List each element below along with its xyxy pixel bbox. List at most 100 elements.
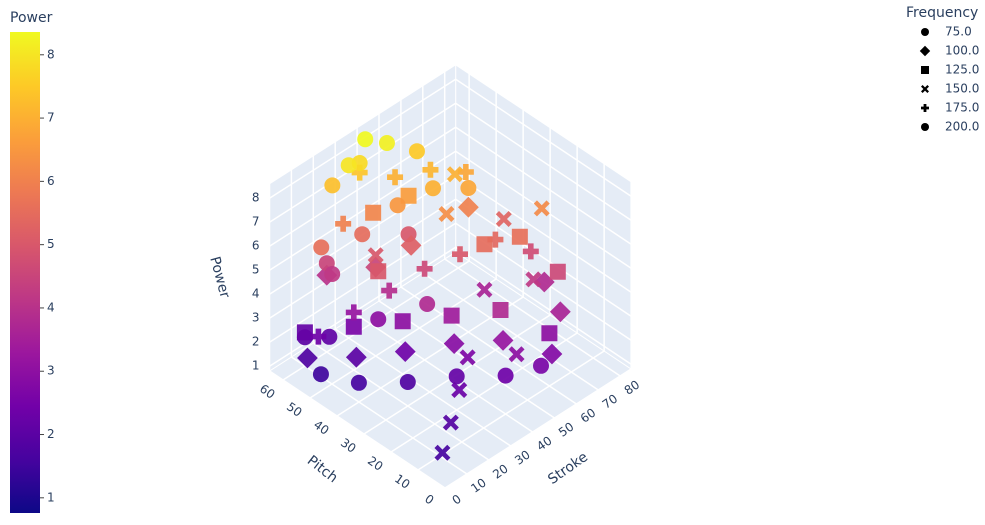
y-tick-label: 60 — [257, 381, 278, 401]
z-tick-label: 8 — [252, 191, 260, 205]
x-tick-label: 20 — [490, 461, 511, 481]
data-point — [370, 311, 387, 328]
x-tick-label: 10 — [468, 475, 489, 495]
data-point — [446, 166, 463, 183]
data-point — [335, 215, 352, 232]
x-tick-label: 60 — [578, 405, 599, 425]
legend-label: 125.0 — [945, 63, 979, 77]
y-tick-label: 20 — [365, 453, 386, 473]
legend-symbol — [921, 104, 929, 112]
z-grid-line — [269, 126, 457, 247]
scene — [268, 63, 633, 489]
data-point — [370, 263, 387, 280]
data-point — [367, 247, 384, 264]
data-point — [425, 180, 441, 197]
legend-label: 200.0 — [945, 120, 979, 134]
data-point — [476, 236, 493, 253]
y-grid-line — [336, 296, 524, 417]
z-grid-line — [455, 198, 632, 317]
y-tick-label: 50 — [284, 399, 305, 419]
data-point — [487, 231, 504, 248]
data-point — [408, 143, 425, 160]
colorbar-tick-label: 1 — [47, 490, 55, 504]
data-point — [476, 281, 493, 298]
data-point — [457, 164, 474, 180]
data-point — [451, 382, 468, 398]
data-point — [492, 302, 509, 318]
colorbar-tick-label: 2 — [47, 427, 55, 441]
data-point — [394, 341, 416, 362]
data-point — [422, 161, 439, 178]
y-tick-label: 0 — [422, 492, 436, 508]
data-point — [508, 346, 525, 363]
legend-label: 75.0 — [945, 25, 972, 39]
legend-symbol — [919, 45, 931, 57]
y-tick-label: 10 — [392, 471, 413, 491]
data-point — [434, 444, 451, 461]
data-point — [452, 246, 468, 263]
data-point — [354, 226, 371, 243]
y-tick-label: 30 — [338, 435, 359, 455]
z-grid-line — [455, 126, 632, 245]
z-grid-line — [269, 198, 457, 319]
z-axis-title: Power — [206, 255, 232, 300]
colorbar-title: Power — [10, 10, 53, 26]
z-tick-label: 4 — [252, 287, 260, 301]
data-point — [312, 366, 329, 383]
data-point — [459, 349, 476, 366]
data-point — [345, 346, 367, 368]
z-grid-line — [455, 102, 632, 221]
x-tick-label: 40 — [534, 433, 555, 453]
data-point — [533, 200, 550, 217]
z-grid-line — [455, 174, 632, 293]
data-point — [492, 330, 514, 351]
legend-label: 175.0 — [945, 101, 979, 115]
x-grid-line — [312, 342, 490, 461]
data-point — [442, 414, 459, 431]
x-tick-label: 50 — [556, 419, 577, 439]
data-point — [438, 206, 455, 222]
data-point — [351, 164, 368, 181]
data-point — [419, 296, 436, 312]
data-point — [458, 196, 479, 218]
data-point — [387, 169, 404, 186]
colorbar-tick-label: 4 — [47, 300, 55, 314]
data-point — [541, 325, 558, 342]
legend-title: Frequency — [906, 5, 978, 21]
data-point — [497, 367, 514, 384]
data-point — [541, 343, 563, 365]
data-point — [522, 243, 539, 260]
y-tick-label: 40 — [311, 417, 332, 437]
data-point — [448, 368, 465, 385]
legend-label: 150.0 — [945, 82, 979, 96]
data-point — [324, 266, 341, 282]
colorbar-tick-label: 8 — [47, 47, 55, 61]
z-tick-label: 6 — [252, 239, 260, 253]
y-axis-title: Pitch — [304, 453, 341, 487]
data-point — [400, 235, 422, 256]
x-axis-title: Stroke — [545, 449, 591, 488]
data-point — [345, 304, 362, 321]
data-point — [443, 307, 460, 324]
z-grid-line — [269, 222, 457, 343]
data-point — [381, 282, 398, 299]
data-point — [350, 374, 367, 391]
data-point — [389, 197, 406, 214]
legend-label: 100.0 — [945, 44, 979, 58]
z-tick-label: 3 — [252, 311, 260, 325]
data-point — [357, 131, 374, 148]
x-tick-label: 80 — [622, 377, 643, 397]
data-point — [378, 135, 395, 151]
y-grid-line — [309, 278, 497, 399]
data-point — [533, 271, 555, 293]
y-grid-line — [444, 368, 632, 489]
x-tick-label: 0 — [450, 492, 464, 508]
x-grid-line — [444, 258, 621, 377]
x-tick-label: 30 — [512, 447, 533, 467]
z-tick-label: 1 — [252, 359, 260, 373]
data-point — [511, 228, 528, 245]
data-point — [345, 318, 362, 335]
data-point — [310, 328, 327, 345]
data-point — [394, 313, 411, 330]
x-grid-line — [356, 314, 534, 433]
